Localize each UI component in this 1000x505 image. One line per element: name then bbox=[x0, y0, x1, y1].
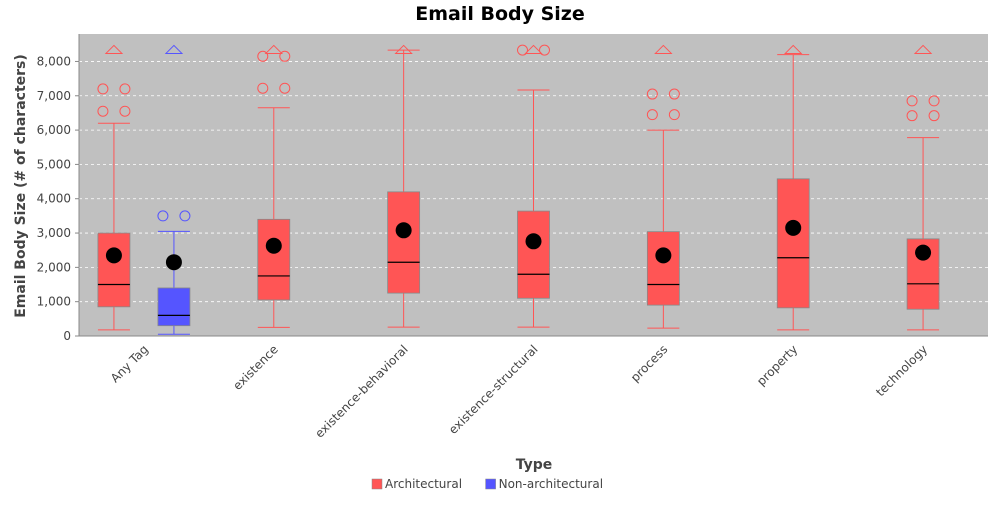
far-outlier-marker bbox=[104, 44, 124, 54]
outlier-point bbox=[646, 88, 658, 100]
x-axis-label: Type bbox=[516, 457, 553, 473]
box-architectural bbox=[257, 44, 291, 328]
outlier-point bbox=[646, 109, 658, 121]
box-architectural bbox=[776, 44, 810, 331]
outlier-point bbox=[668, 88, 680, 100]
box-architectural bbox=[646, 44, 680, 329]
x-tick-label: property bbox=[754, 342, 800, 388]
far-outlier-marker bbox=[784, 44, 803, 54]
y-tick-label: 6,000 bbox=[37, 123, 71, 137]
x-tick-label: existence bbox=[230, 342, 281, 393]
outlier-point bbox=[928, 110, 940, 122]
legend-swatch bbox=[485, 478, 496, 490]
outlier-point bbox=[928, 95, 940, 107]
legend-label: Architectural bbox=[385, 477, 462, 491]
box-iqr bbox=[646, 231, 680, 306]
y-axis-label: Email Body Size (# of characters) bbox=[13, 54, 29, 318]
y-tick-label: 4,000 bbox=[37, 192, 71, 206]
y-tick-label: 0 bbox=[63, 329, 71, 343]
x-tick-label: technology bbox=[873, 342, 930, 399]
y-tick-label: 7,000 bbox=[37, 89, 71, 103]
outlier-point bbox=[97, 83, 109, 95]
y-tick-label: 8,000 bbox=[37, 54, 71, 68]
box-iqr bbox=[387, 191, 421, 294]
outlier-point bbox=[257, 50, 269, 62]
legend: Architectural Non-architectural bbox=[371, 477, 603, 491]
far-outlier-marker bbox=[164, 44, 184, 54]
y-tick-label: 3,000 bbox=[37, 226, 71, 240]
box-iqr bbox=[517, 210, 550, 299]
far-outlier-marker bbox=[524, 44, 543, 54]
y-tick-label: 1,000 bbox=[37, 295, 71, 309]
box-non-architectural bbox=[157, 44, 191, 335]
x-tick-label: existence-structural bbox=[446, 342, 541, 437]
mean-marker bbox=[915, 244, 932, 261]
outlier-point bbox=[279, 50, 291, 62]
box-iqr bbox=[157, 287, 191, 327]
far-outlier-marker bbox=[394, 44, 413, 54]
outlier-point bbox=[119, 105, 131, 117]
x-tick-label: existence-behavioral bbox=[312, 342, 410, 440]
box-iqr bbox=[257, 218, 291, 301]
chart-title: Email Body Size bbox=[415, 3, 585, 25]
outlier-point bbox=[119, 83, 131, 95]
box-architectural bbox=[387, 44, 421, 328]
mean-marker bbox=[525, 233, 542, 250]
box-iqr bbox=[776, 178, 810, 309]
legend-swatch bbox=[371, 478, 383, 490]
mean-marker bbox=[655, 247, 672, 264]
far-outlier-marker bbox=[654, 44, 673, 54]
outlier-point bbox=[668, 109, 680, 121]
outlier-point bbox=[517, 44, 528, 56]
outlier-point bbox=[906, 110, 918, 122]
box-architectural bbox=[97, 44, 131, 331]
mean-marker bbox=[265, 237, 282, 254]
box-architectural bbox=[906, 44, 940, 331]
x-tick-label: Any Tag bbox=[108, 342, 151, 385]
box-iqr bbox=[97, 232, 131, 308]
far-outlier-marker bbox=[913, 44, 933, 54]
legend-label: Non-architectural bbox=[499, 477, 603, 491]
outlier-point bbox=[97, 105, 109, 117]
far-outlier-marker bbox=[264, 44, 283, 54]
outlier-point bbox=[157, 210, 169, 222]
outlier-point bbox=[179, 210, 191, 222]
outlier-point bbox=[257, 82, 269, 94]
mean-marker bbox=[395, 222, 412, 239]
outlier-point bbox=[539, 44, 550, 56]
mean-marker bbox=[785, 219, 802, 236]
x-tick-label: process bbox=[628, 342, 671, 385]
mean-marker bbox=[105, 247, 122, 264]
box-architectural bbox=[517, 44, 550, 328]
y-tick-label: 2,000 bbox=[37, 260, 71, 274]
mean-marker bbox=[165, 254, 182, 271]
outlier-point bbox=[906, 95, 918, 107]
outlier-point bbox=[279, 82, 291, 94]
y-tick-label: 5,000 bbox=[37, 157, 71, 171]
